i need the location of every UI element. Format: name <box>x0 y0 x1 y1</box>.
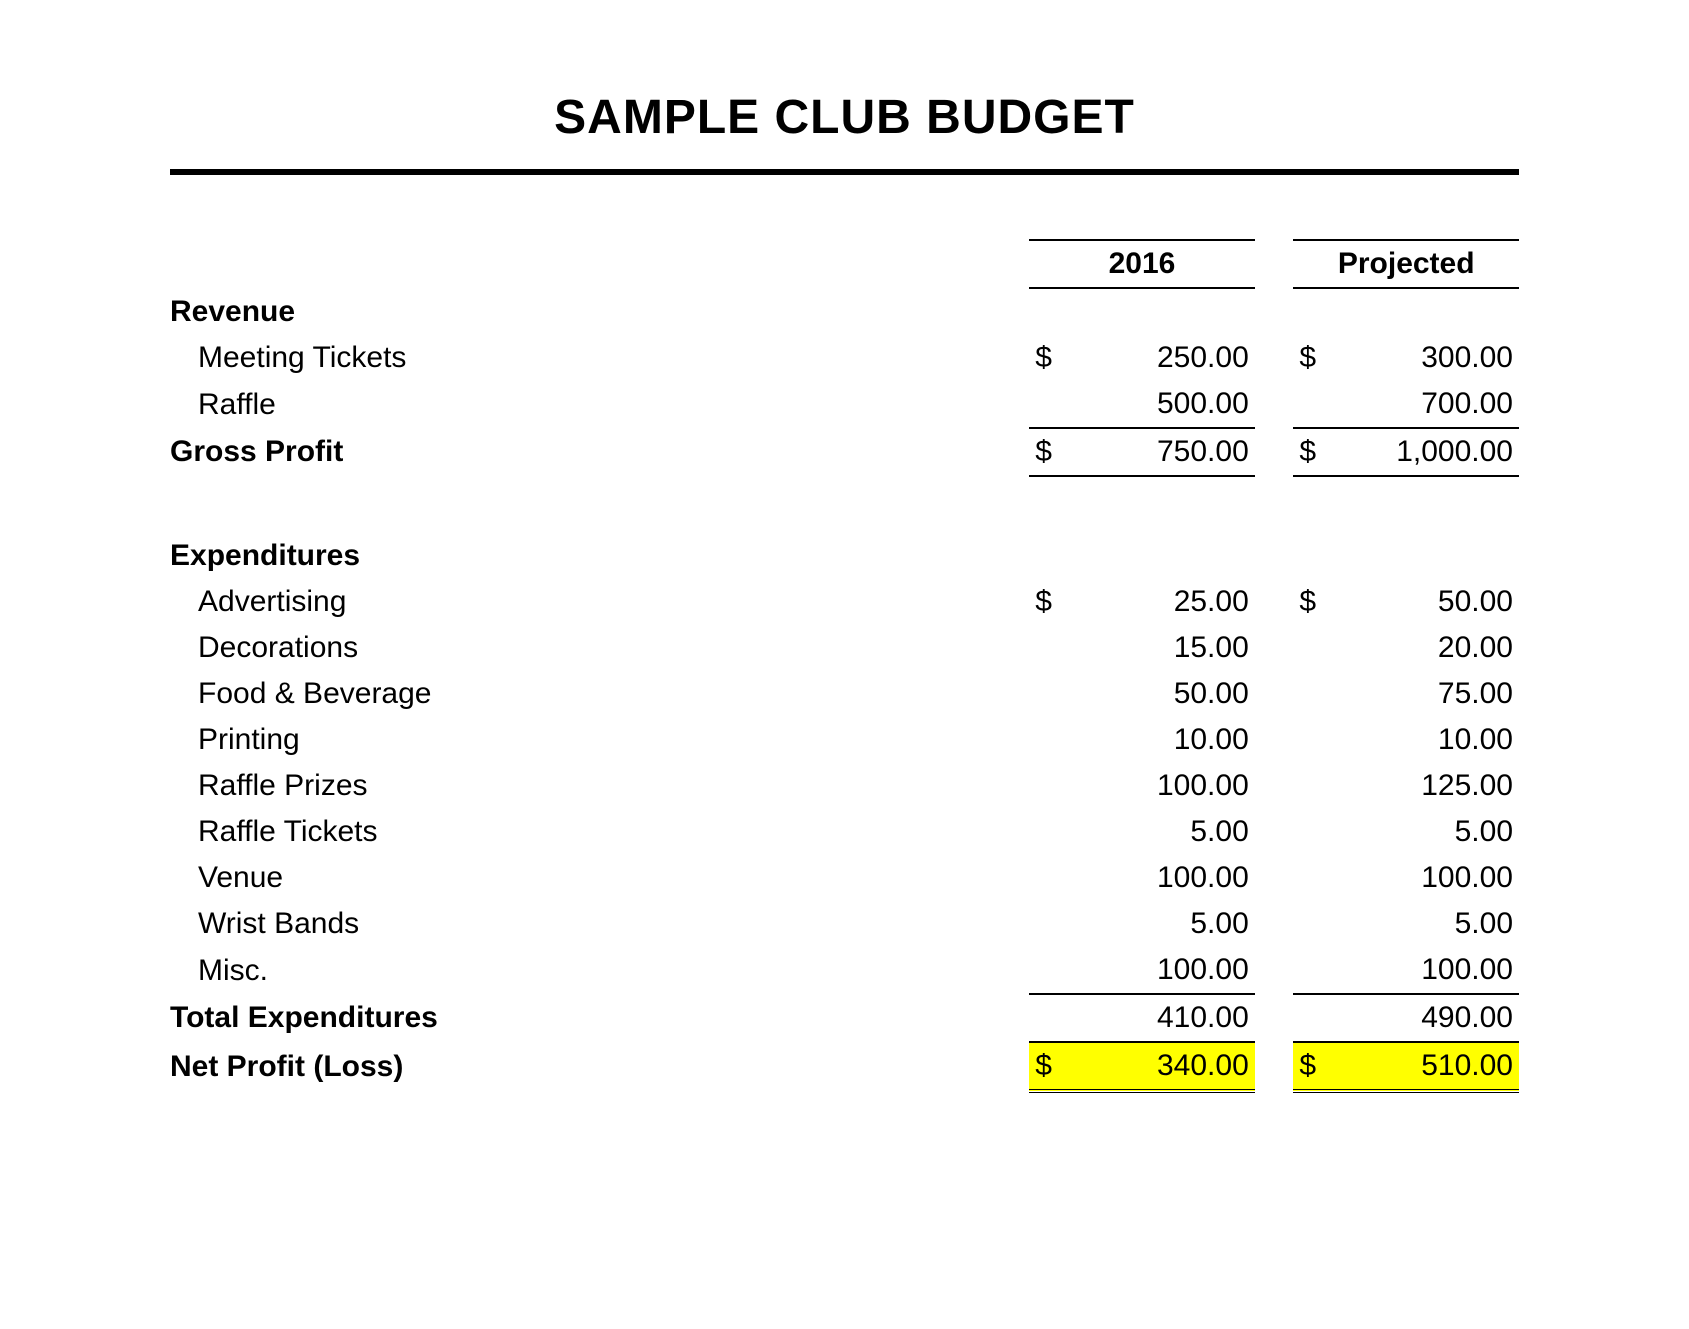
section-heading-label: Revenue <box>170 288 1029 335</box>
currency-symbol: $ <box>1293 1042 1347 1091</box>
amount-2016: 5.00 <box>1083 809 1255 855</box>
amount-projected: 20.00 <box>1347 625 1519 671</box>
row-label: Total Expenditures <box>170 994 1029 1042</box>
row-label: Wrist Bands <box>170 901 1029 947</box>
table-row: Wrist Bands 5.00 5.00 <box>170 901 1519 947</box>
amount-projected: 50.00 <box>1347 579 1519 625</box>
amount-projected: 510.00 <box>1347 1042 1519 1091</box>
page-title: SAMPLE CLUB BUDGET <box>170 90 1519 145</box>
row-label: Raffle Prizes <box>170 763 1029 809</box>
section-heading-revenue: Revenue <box>170 288 1519 335</box>
amount-projected: 5.00 <box>1347 901 1519 947</box>
amount-projected: 100.00 <box>1347 947 1519 994</box>
row-label: Raffle <box>170 381 1029 428</box>
column-header-projected: Projected <box>1293 240 1519 288</box>
amount-2016: 100.00 <box>1083 763 1255 809</box>
subtotal-row-gross-profit: Gross Profit $ 750.00 $ 1,000.00 <box>170 428 1519 476</box>
table-row: Venue 100.00 100.00 <box>170 855 1519 901</box>
column-header-2016: 2016 <box>1029 240 1255 288</box>
amount-2016: 10.00 <box>1083 717 1255 763</box>
subtotal-row-total-expenditures: Total Expenditures 410.00 490.00 <box>170 994 1519 1042</box>
amount-2016: 410.00 <box>1083 994 1255 1042</box>
table-row: Raffle Tickets 5.00 5.00 <box>170 809 1519 855</box>
currency-symbol: $ <box>1029 428 1083 476</box>
row-label: Gross Profit <box>170 428 1029 476</box>
net-profit-row: Net Profit (Loss) $ 340.00 $ 510.00 <box>170 1042 1519 1091</box>
currency-symbol: $ <box>1029 1042 1083 1091</box>
column-header-row: 2016 Projected <box>170 240 1519 288</box>
table-row: Raffle 500.00 700.00 <box>170 381 1519 428</box>
row-label: Food & Beverage <box>170 671 1029 717</box>
spacer <box>170 476 1519 533</box>
table-row: Decorations 15.00 20.00 <box>170 625 1519 671</box>
row-label: Misc. <box>170 947 1029 994</box>
amount-2016: 500.00 <box>1083 381 1255 428</box>
budget-table: 2016 Projected Revenue Meeting Tickets $… <box>170 239 1519 1093</box>
amount-2016: 5.00 <box>1083 901 1255 947</box>
amount-projected: 100.00 <box>1347 855 1519 901</box>
amount-2016: 100.00 <box>1083 855 1255 901</box>
amount-2016: 750.00 <box>1083 428 1255 476</box>
row-label: Meeting Tickets <box>170 335 1029 381</box>
table-row: Misc. 100.00 100.00 <box>170 947 1519 994</box>
row-label: Net Profit (Loss) <box>170 1042 1029 1091</box>
table-row: Raffle Prizes 100.00 125.00 <box>170 763 1519 809</box>
amount-projected: 300.00 <box>1347 335 1519 381</box>
row-label: Decorations <box>170 625 1029 671</box>
table-row: Printing 10.00 10.00 <box>170 717 1519 763</box>
section-heading-label: Expenditures <box>170 533 1029 579</box>
row-label: Printing <box>170 717 1029 763</box>
row-label: Venue <box>170 855 1029 901</box>
currency-symbol: $ <box>1293 335 1347 381</box>
table-row: Advertising $ 25.00 $ 50.00 <box>170 579 1519 625</box>
amount-projected: 125.00 <box>1347 763 1519 809</box>
amount-2016: 100.00 <box>1083 947 1255 994</box>
title-rule <box>170 169 1519 175</box>
amount-projected: 75.00 <box>1347 671 1519 717</box>
amount-2016: 15.00 <box>1083 625 1255 671</box>
amount-projected: 490.00 <box>1347 994 1519 1042</box>
amount-2016: 25.00 <box>1083 579 1255 625</box>
currency-symbol: $ <box>1029 579 1083 625</box>
amount-projected: 10.00 <box>1347 717 1519 763</box>
amount-projected: 700.00 <box>1347 381 1519 428</box>
page: SAMPLE CLUB BUDGET 2016 Projected Revenu… <box>0 0 1689 1329</box>
table-row: Food & Beverage 50.00 75.00 <box>170 671 1519 717</box>
amount-projected: 5.00 <box>1347 809 1519 855</box>
currency-symbol: $ <box>1293 579 1347 625</box>
table-row: Meeting Tickets $ 250.00 $ 300.00 <box>170 335 1519 381</box>
amount-2016: 340.00 <box>1083 1042 1255 1091</box>
amount-projected: 1,000.00 <box>1347 428 1519 476</box>
currency-symbol: $ <box>1293 428 1347 476</box>
row-label: Advertising <box>170 579 1029 625</box>
currency-symbol: $ <box>1029 335 1083 381</box>
amount-2016: 50.00 <box>1083 671 1255 717</box>
row-label: Raffle Tickets <box>170 809 1029 855</box>
section-heading-expenditures: Expenditures <box>170 533 1519 579</box>
amount-2016: 250.00 <box>1083 335 1255 381</box>
